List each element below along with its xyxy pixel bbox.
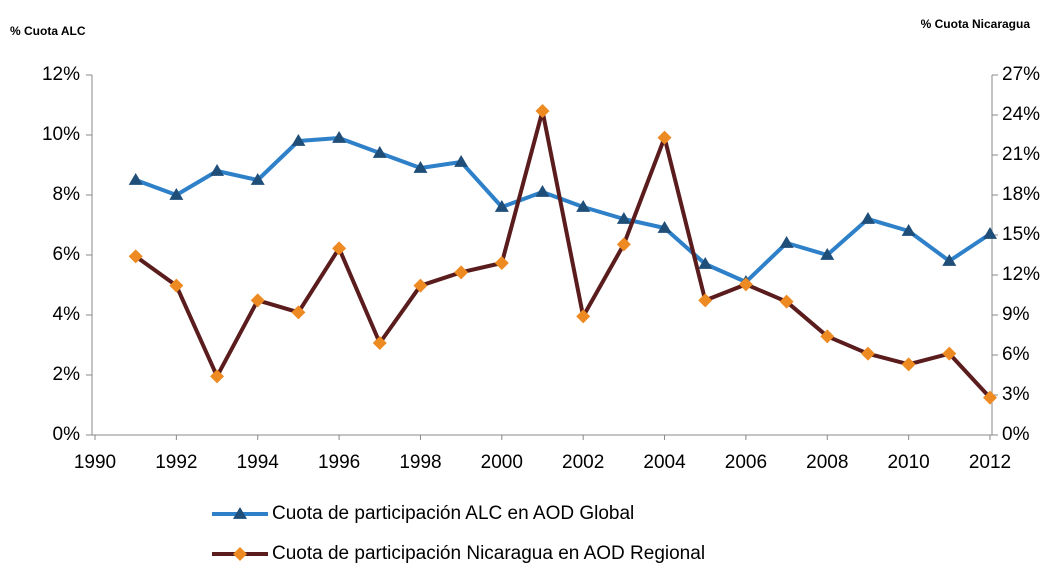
marker	[779, 294, 794, 309]
marker	[210, 164, 225, 176]
marker	[738, 277, 753, 292]
x-tick-label: 2000	[481, 452, 523, 473]
marker	[576, 309, 591, 324]
marker	[779, 236, 794, 248]
marker	[576, 200, 591, 212]
x-tick-label: 1990	[74, 452, 116, 473]
y-tick-label: 0%	[53, 424, 81, 445]
y2-tick-label: 27%	[1002, 64, 1040, 85]
marker	[860, 212, 875, 224]
marker	[332, 131, 347, 143]
x-tick-label: 1998	[399, 452, 441, 473]
x-tick-label: 1996	[318, 452, 360, 473]
legend-label: Cuota de participación Nicaragua en AOD …	[272, 543, 705, 564]
y2-tick-label: 3%	[1002, 384, 1030, 405]
marker	[657, 130, 672, 145]
marker	[616, 212, 631, 224]
marker	[983, 227, 997, 239]
y2-tick-label: 6%	[1002, 344, 1030, 365]
x-tick-label: 1992	[155, 452, 197, 473]
y2-tick-label: 15%	[1002, 224, 1040, 245]
marker	[413, 278, 428, 293]
marker	[901, 224, 916, 236]
y-tick-label: 2%	[53, 364, 81, 385]
x-tick-label: 2010	[887, 452, 929, 473]
marker	[983, 390, 997, 405]
y2-tick-label: 9%	[1002, 304, 1030, 325]
marker	[210, 369, 225, 384]
y2-axis-title: % Cuota Nicaragua	[921, 17, 1031, 31]
y-tick-label: 6%	[53, 244, 81, 265]
legend-label: Cuota de participación ALC en AOD Global	[272, 503, 634, 524]
x-tick-label: 2002	[562, 452, 604, 473]
series-line	[134, 109, 992, 400]
marker	[291, 305, 306, 320]
marker	[128, 173, 143, 185]
marker	[291, 134, 306, 146]
marker	[698, 257, 713, 269]
marker	[820, 248, 835, 260]
y-tick-label: 8%	[53, 184, 81, 205]
y2-tick-label: 0%	[1002, 424, 1030, 445]
marker	[698, 293, 713, 308]
y2-tick-label: 18%	[1002, 184, 1040, 205]
x-tick-label: 2008	[806, 452, 848, 473]
series-line	[134, 136, 992, 284]
marker	[454, 265, 469, 280]
marker	[413, 161, 428, 173]
x-tick-label: 1994	[237, 452, 280, 473]
legend-marker	[233, 547, 247, 561]
y-tick-label: 4%	[53, 304, 81, 325]
marker	[169, 278, 184, 293]
marker	[616, 237, 631, 252]
marker	[454, 155, 469, 167]
marker	[128, 249, 143, 264]
marker	[535, 104, 550, 118]
legend-marker	[233, 507, 247, 519]
y-tick-label: 12%	[42, 64, 80, 85]
marker	[169, 188, 184, 200]
y-tick-label: 10%	[42, 124, 80, 145]
marker	[942, 346, 957, 361]
marker	[942, 254, 957, 266]
marker	[657, 221, 672, 233]
y2-tick-label: 12%	[1002, 264, 1040, 285]
marker	[372, 336, 387, 350]
marker	[494, 200, 509, 212]
marker	[820, 329, 835, 344]
marker	[332, 241, 347, 256]
marker	[860, 346, 875, 361]
marker	[901, 357, 916, 372]
marker	[250, 293, 265, 308]
marker	[535, 185, 550, 197]
x-tick-label: 2012	[969, 452, 1011, 473]
marker	[494, 256, 509, 270]
y2-tick-label: 21%	[1002, 144, 1040, 165]
y-axis-title: % Cuota ALC	[10, 24, 86, 38]
x-tick-label: 2004	[643, 452, 686, 473]
x-tick-label: 2006	[725, 452, 767, 473]
marker	[372, 146, 387, 158]
y2-tick-label: 24%	[1002, 104, 1040, 125]
marker	[250, 173, 265, 185]
